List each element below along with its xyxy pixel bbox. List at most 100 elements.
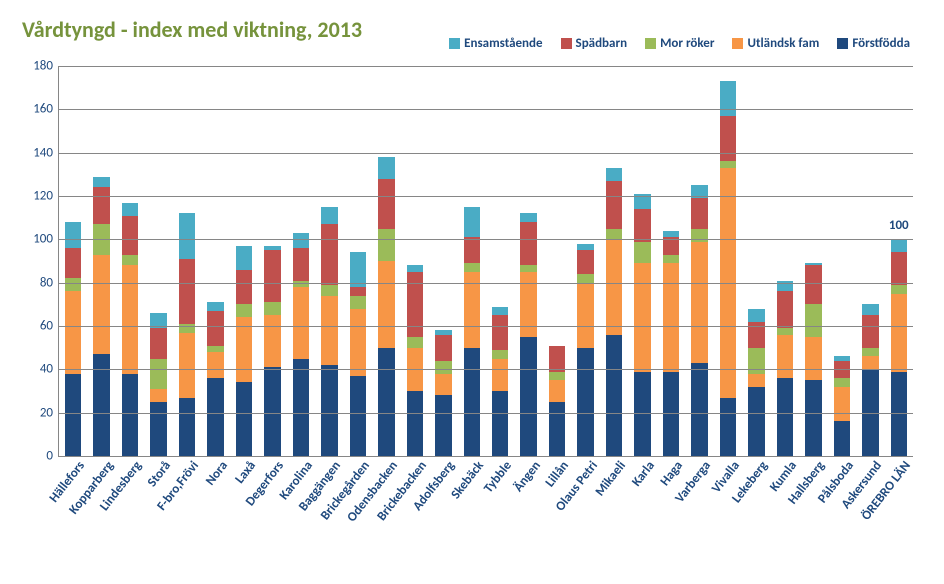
xtick-label: Karla: [629, 458, 658, 489]
segment-utlandsk: [862, 356, 879, 369]
segment-utlandsk: [492, 359, 509, 392]
bar: [748, 309, 765, 456]
bar-slot: Haga: [663, 66, 680, 456]
ytick-label: 180: [33, 59, 59, 74]
bar-slot: Lekeberg: [748, 66, 765, 456]
segment-spadbarn: [236, 270, 253, 305]
bar-slot: Lindesberg: [122, 66, 139, 456]
segment-forstfodda: [805, 380, 822, 456]
bar-slot: Karla: [634, 66, 651, 456]
bar: [691, 185, 708, 456]
segment-mor_roker: [65, 278, 82, 291]
bar: [179, 213, 196, 456]
segment-spadbarn: [378, 179, 395, 229]
segment-mor_roker: [606, 229, 623, 240]
bar-slot: Kumla: [777, 66, 794, 456]
bar-slot: Nora: [207, 66, 224, 456]
legend-label-forstfodda: Förstfödda: [852, 36, 910, 51]
bar-slot: Mikaeli: [606, 66, 623, 456]
bar-slot: Degerfors: [264, 66, 281, 456]
bar: [805, 263, 822, 456]
bar-slot: Brickebacken: [407, 66, 424, 456]
segment-spadbarn: [862, 315, 879, 348]
legend-item-forstfodda: Förstfödda: [837, 36, 910, 51]
bar-slot: Storå: [150, 66, 167, 456]
bar: [577, 244, 594, 456]
legend-label-spadbarn: Spädbarn: [576, 36, 628, 51]
bar-slot: Olaus Petri: [577, 66, 594, 456]
segment-mor_roker: [663, 255, 680, 264]
segment-ensamstaende: [748, 309, 765, 322]
segment-ensamstaende: [862, 304, 879, 315]
segment-ensamstaende: [93, 177, 110, 188]
segment-forstfodda: [663, 372, 680, 457]
segment-forstfodda: [293, 359, 310, 457]
segment-spadbarn: [93, 187, 110, 224]
ytick-label: 0: [46, 449, 59, 464]
ytick-label: 20: [40, 405, 59, 420]
gridline: [59, 153, 913, 154]
segment-utlandsk: [179, 333, 196, 398]
xtick-label: Tybble: [481, 458, 515, 496]
segment-forstfodda: [891, 372, 908, 457]
ytick-label: 140: [33, 145, 59, 160]
bar-slot: Vivalla: [720, 66, 737, 456]
segment-ensamstaende: [492, 307, 509, 316]
bar: [321, 207, 338, 456]
legend-swatch-forstfodda: [837, 38, 848, 49]
segment-mor_roker: [634, 242, 651, 264]
segment-forstfodda: [207, 378, 224, 456]
segment-ensamstaende: [520, 213, 537, 222]
legend-item-mor_roker: Mor röker: [645, 36, 714, 51]
segment-ensamstaende: [179, 213, 196, 259]
segment-utlandsk: [634, 263, 651, 371]
bar-slot: ÖREBRO LÄN: [891, 66, 908, 456]
legend-swatch-spadbarn: [561, 38, 572, 49]
segment-forstfodda: [378, 348, 395, 456]
legend-item-ensamstaende: Ensamstående: [449, 36, 542, 51]
legend-item-utlandsk: Utländsk fam: [732, 36, 819, 51]
segment-spadbarn: [634, 209, 651, 242]
legend-label-ensamstaende: Ensamstående: [464, 36, 542, 51]
bar: [492, 307, 509, 456]
segment-mor_roker: [891, 285, 908, 294]
segment-ensamstaende: [122, 203, 139, 216]
segment-ensamstaende: [891, 239, 908, 252]
segment-utlandsk: [264, 315, 281, 367]
segment-forstfodda: [492, 391, 509, 456]
bar: [862, 304, 879, 456]
segment-mor_roker: [577, 274, 594, 283]
segment-utlandsk: [350, 309, 367, 376]
bar-slot: Lillån: [549, 66, 566, 456]
bar: [122, 203, 139, 456]
segment-forstfodda: [350, 376, 367, 456]
segment-forstfodda: [65, 374, 82, 456]
segment-mor_roker: [150, 359, 167, 389]
bar-slot: Brickegården: [350, 66, 367, 456]
segment-utlandsk: [65, 291, 82, 373]
segment-utlandsk: [748, 374, 765, 387]
segment-utlandsk: [805, 337, 822, 380]
gridline: [59, 369, 913, 370]
segment-spadbarn: [691, 198, 708, 228]
segment-spadbarn: [122, 216, 139, 255]
segment-utlandsk: [777, 335, 794, 378]
legend-swatch-utlandsk: [732, 38, 743, 49]
segment-forstfodda: [264, 367, 281, 456]
segment-forstfodda: [748, 387, 765, 456]
bar: [293, 233, 310, 456]
segment-utlandsk: [549, 380, 566, 402]
segment-forstfodda: [179, 398, 196, 457]
annotation-label: 100: [889, 218, 909, 233]
gridline: [59, 66, 913, 67]
segment-spadbarn: [264, 250, 281, 302]
plot-area: HälleforsKopparbergLindesbergStoråF-bro,…: [58, 66, 913, 457]
segment-mor_roker: [321, 285, 338, 296]
gridline: [59, 196, 913, 197]
bar-slot: Odensbacken: [378, 66, 395, 456]
segment-spadbarn: [150, 328, 167, 358]
segment-ensamstaende: [293, 233, 310, 248]
segment-utlandsk: [834, 387, 851, 422]
bar-slot: Baggängen: [321, 66, 338, 456]
segment-spadbarn: [293, 248, 310, 281]
